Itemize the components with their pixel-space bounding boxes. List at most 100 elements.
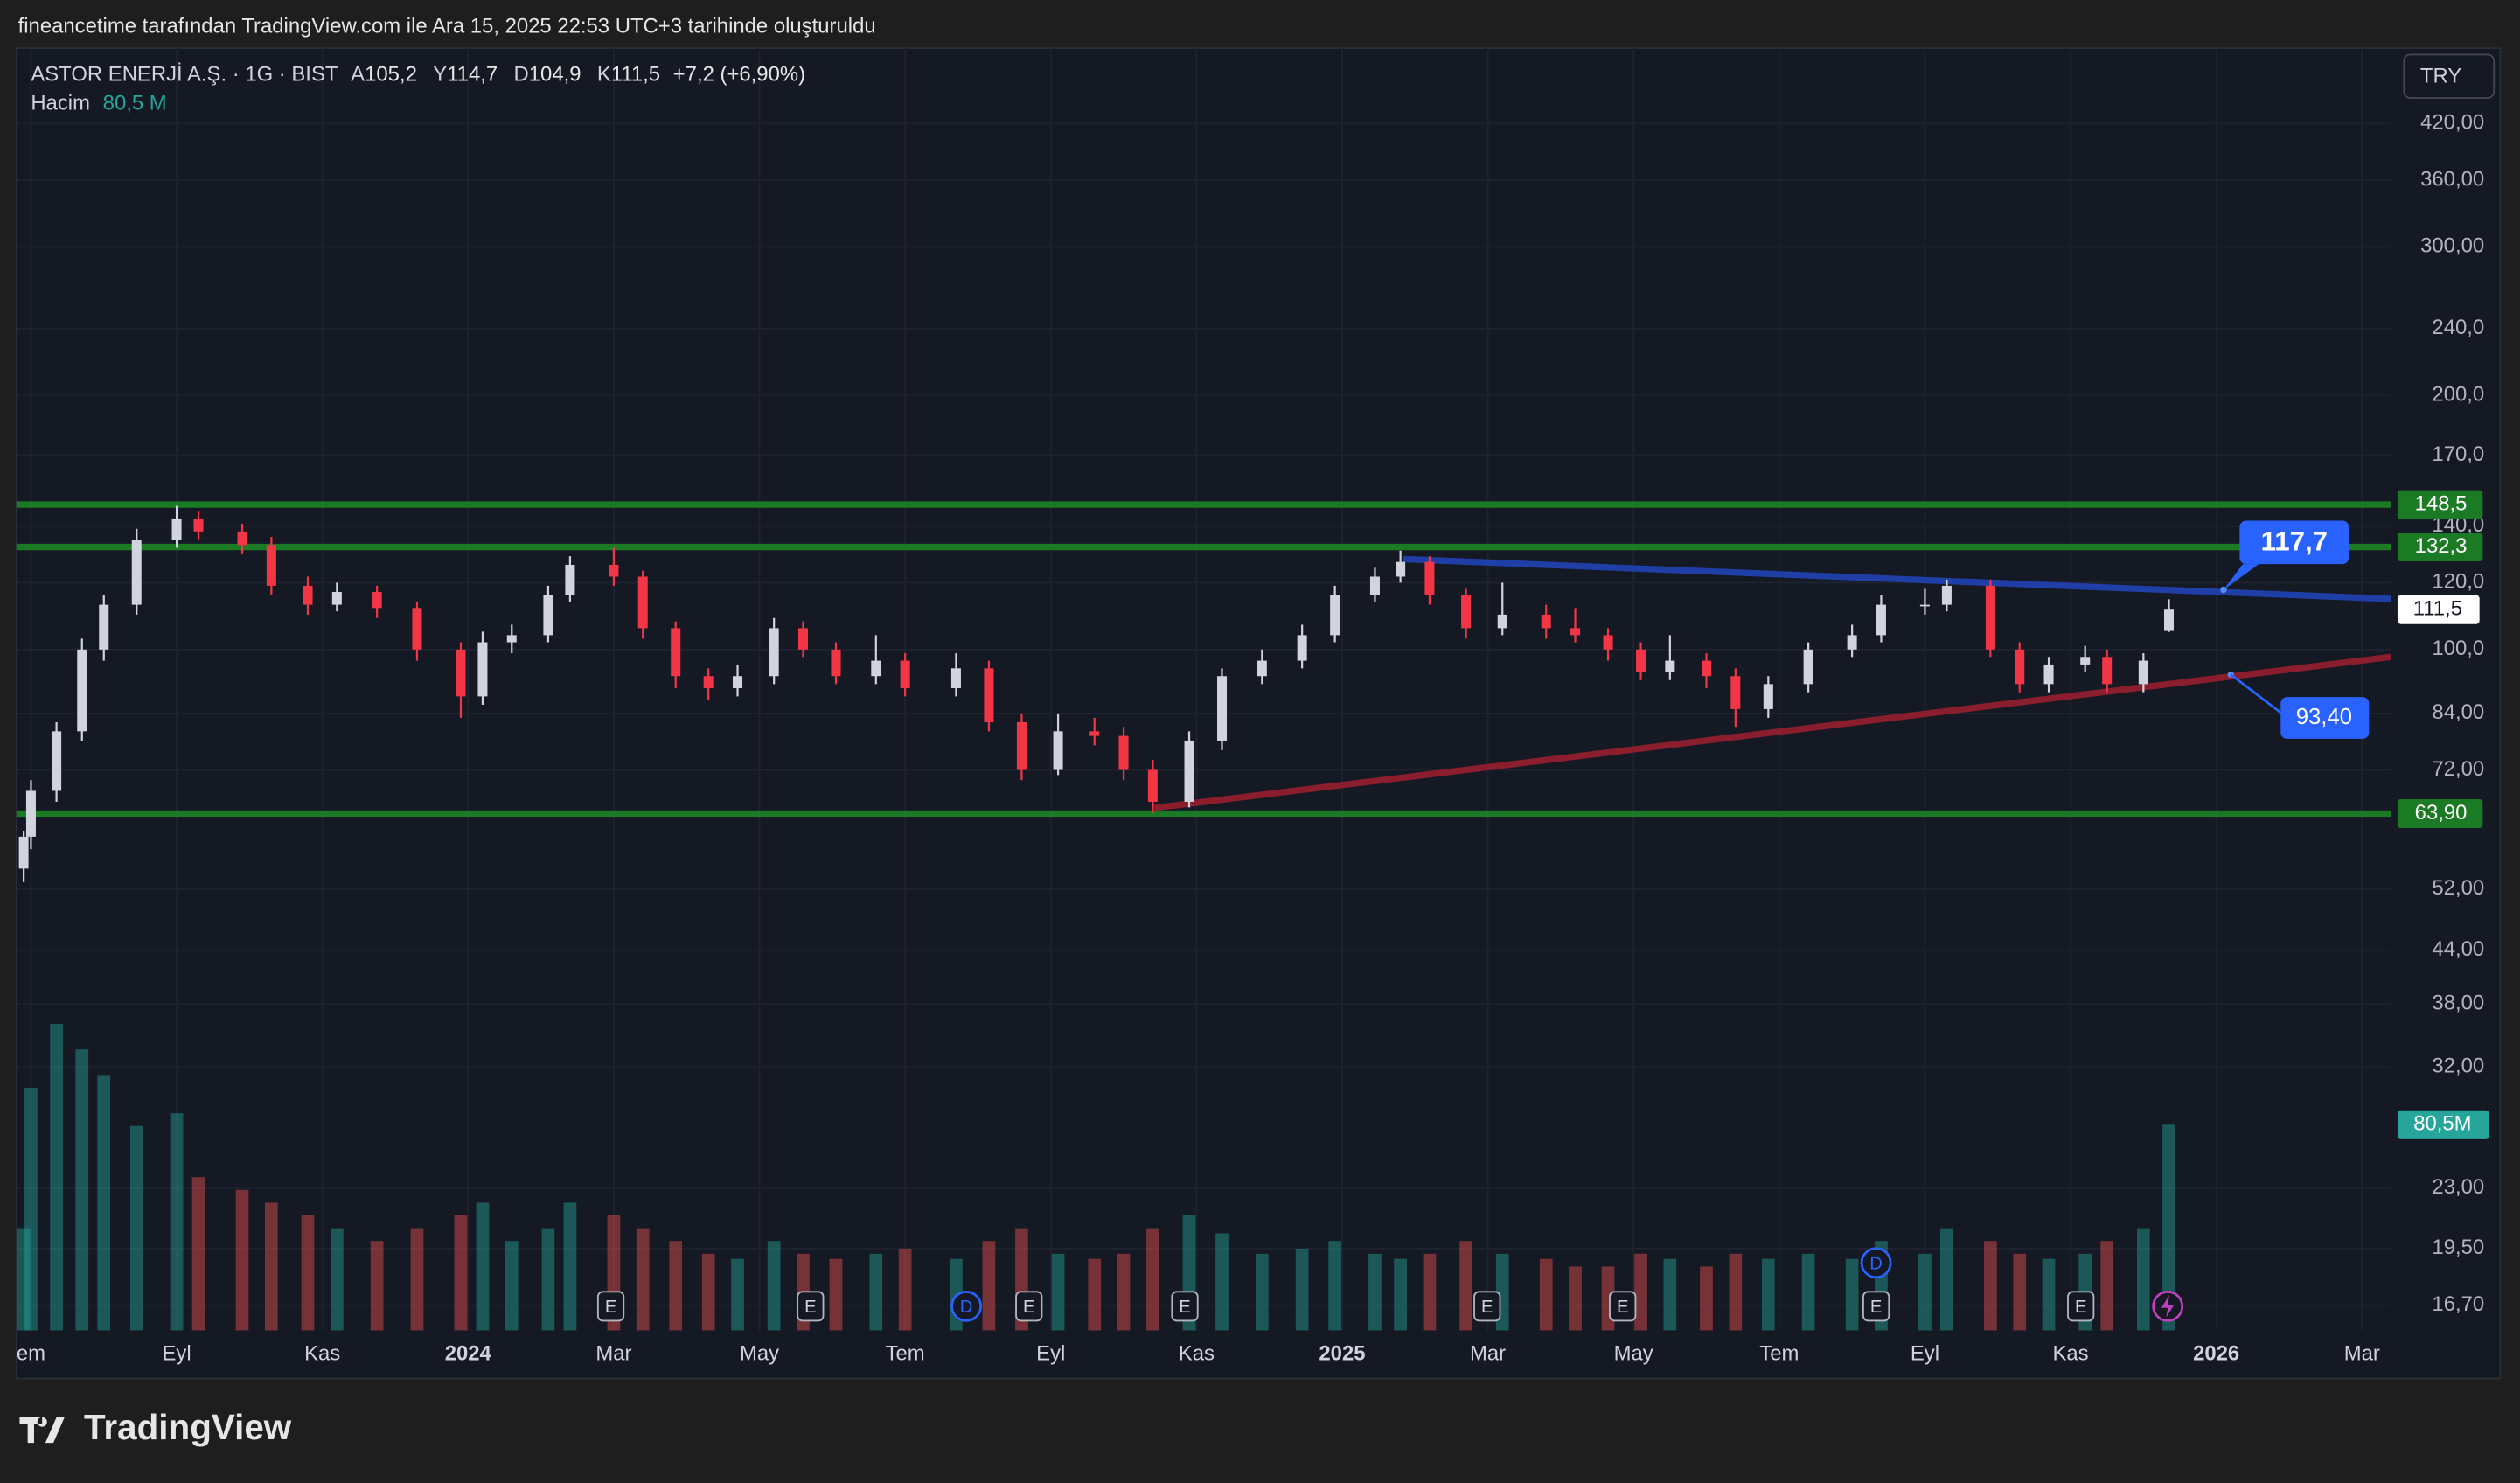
volume-bar (731, 1258, 744, 1331)
y-tick-label: 360,00 (2420, 167, 2484, 191)
volume-bar (2013, 1253, 2027, 1331)
candle-body (733, 676, 743, 688)
event-label[interactable]: E (1023, 1298, 1034, 1317)
event-label[interactable]: E (1179, 1298, 1190, 1317)
volume-bar (1328, 1241, 1341, 1331)
candle-body (2138, 660, 2148, 685)
ohlc-value: 114,7 (447, 63, 498, 87)
event-label[interactable]: D (960, 1298, 973, 1317)
price-label: 117,7 (2261, 526, 2328, 556)
volume-bar (1295, 1248, 1309, 1331)
event-label[interactable]: E (1617, 1298, 1628, 1317)
event-label[interactable]: E (804, 1298, 816, 1317)
volume-bar (2042, 1258, 2056, 1331)
volume-bar (563, 1202, 577, 1331)
candle-body (1461, 595, 1472, 629)
logo: TradingView (19, 1407, 292, 1447)
volume-bar (541, 1228, 555, 1331)
symbol-title: ASTOR ENERJİ A.Ş. · 1G · BIST (31, 63, 338, 87)
volume-bar (476, 1202, 490, 1331)
candle-body (1396, 561, 1406, 577)
candle-body (871, 660, 881, 677)
candle-body (1330, 595, 1340, 636)
volume-bar (1117, 1253, 1131, 1331)
volume-bar (24, 1087, 38, 1331)
candle-body (1701, 660, 1712, 677)
event-label[interactable]: E (605, 1298, 616, 1317)
volume-bar (1940, 1228, 1953, 1331)
volume-bar (75, 1049, 89, 1331)
volume-value: 80,5 M (103, 92, 167, 115)
earnings-marker[interactable] (2067, 1291, 2095, 1322)
volume-badge-label: 80,5M (2413, 1112, 2471, 1136)
candle-body (609, 564, 619, 577)
dividend-marker[interactable] (950, 1290, 983, 1322)
ohlc-key: K (597, 63, 611, 87)
candle-body (769, 628, 779, 677)
earnings-marker[interactable] (797, 1291, 825, 1322)
earnings-marker[interactable] (596, 1291, 625, 1322)
axes: em Eyl Kas 2024 Mar May Tem Eyl Kas 2025 Mar May Tem… (17, 111, 2489, 1365)
dividend-marker[interactable] (1860, 1247, 1892, 1279)
currency-button[interactable] (2403, 53, 2496, 100)
candle-body (703, 676, 714, 688)
x-tick-label: Mar (1470, 1341, 1506, 1365)
earnings-marker[interactable] (1015, 1291, 1043, 1322)
hline-badge-label: 132,3 (2415, 534, 2468, 558)
ohlc-value: 104,9 (529, 63, 581, 87)
y-tick-label: 170,0 (2432, 442, 2484, 466)
volume-bar (1845, 1258, 1859, 1331)
volume-bar (454, 1215, 468, 1331)
event-label[interactable]: E (1870, 1298, 1882, 1317)
x-tick-label: Kas (304, 1341, 340, 1365)
hline-badge (2397, 798, 2483, 829)
logo-icon (19, 1417, 65, 1444)
x-tick-label: Kas (2052, 1341, 2088, 1365)
candle-body (1053, 731, 1063, 770)
candle-body (1730, 676, 1741, 709)
volume-bar (1761, 1258, 1775, 1331)
candle-body (565, 564, 575, 595)
event-label[interactable]: E (2075, 1298, 2086, 1317)
candle-body (2043, 664, 2054, 685)
candle-body (984, 668, 994, 722)
y-tick-label: 300,00 (2420, 234, 2484, 258)
earnings-marker[interactable] (1171, 1291, 1199, 1322)
currency-label[interactable]: TRY (2420, 65, 2461, 88)
volume-bar (1394, 1258, 1407, 1331)
x-tick-label: Eyl (1036, 1341, 1065, 1365)
candle-body (1297, 635, 1307, 661)
last-price-label: 111,5 (2413, 597, 2462, 621)
volume-bar (1255, 1253, 1269, 1331)
ohlc-key: A (351, 63, 365, 87)
volume-bar (1984, 1241, 1997, 1331)
candle-body (266, 545, 276, 586)
earnings-marker[interactable] (1609, 1291, 1637, 1322)
event-label[interactable]: E (1481, 1298, 1493, 1317)
earnings-marker[interactable] (1862, 1291, 1890, 1322)
candle-body (1541, 614, 1551, 629)
y-tick-label: 84,00 (2432, 700, 2484, 724)
x-tick-label: 2026 (2193, 1341, 2239, 1365)
candle-body (1369, 576, 1380, 595)
change: +7,2 (+6,90%) (673, 63, 805, 87)
candle-body (2163, 609, 2175, 631)
trend-line (1153, 653, 2392, 811)
hline-badge-label: 148,5 (2415, 491, 2468, 515)
earnings-marker[interactable] (1473, 1291, 1501, 1322)
volume-bar (129, 1125, 143, 1331)
news-icon (2161, 1295, 2175, 1318)
candle-body (372, 592, 382, 609)
y-tick-label: 72,00 (2432, 757, 2484, 781)
volume-bar (1918, 1253, 1932, 1331)
volume-bar (1423, 1253, 1437, 1331)
candle-body (1089, 731, 1100, 736)
hline-badge (2397, 490, 2483, 519)
volume-bar (982, 1241, 996, 1331)
x-tick-label: 2024 (445, 1341, 492, 1365)
volume-bar (1663, 1258, 1677, 1331)
event-label[interactable]: D (1869, 1254, 1883, 1273)
y-tick-label: 23,00 (2432, 1175, 2484, 1199)
candle-body (1665, 660, 1675, 672)
